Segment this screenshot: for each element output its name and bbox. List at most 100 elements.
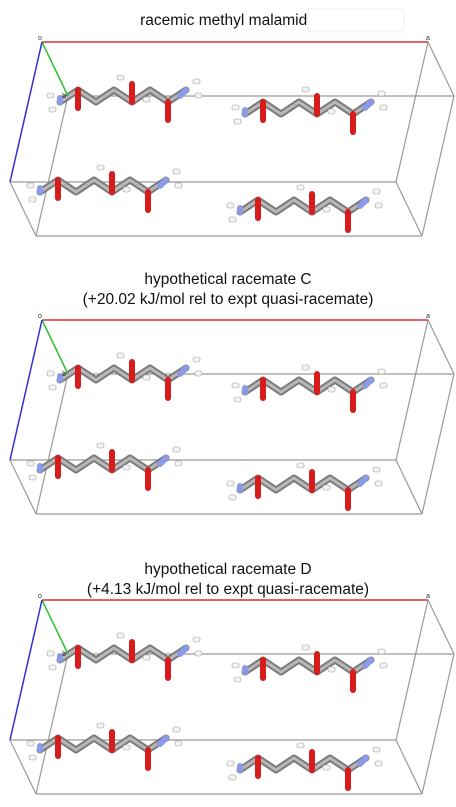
hydrogen	[97, 443, 104, 448]
hydrogen	[49, 665, 56, 670]
panel-title: hypothetical racemate D	[144, 561, 311, 578]
cell-edge	[36, 96, 68, 236]
panel-title: (+20.02 kJ/mol rel to expt quasi-racemat…	[83, 291, 374, 308]
axis-label: a	[426, 35, 430, 42]
hydrogen	[195, 93, 202, 98]
nitrogen-bond	[160, 180, 166, 186]
cell-edge	[428, 42, 454, 96]
cell-edge	[396, 740, 422, 794]
cell-edge	[396, 460, 422, 514]
hydrogen	[373, 189, 380, 194]
cell-edge	[396, 182, 422, 236]
hydrogen	[123, 465, 130, 470]
hydrogen	[47, 371, 54, 376]
hydrogen	[323, 765, 330, 770]
hydrogen	[229, 495, 236, 500]
hydrogen	[29, 197, 36, 202]
hydrogen	[173, 727, 180, 732]
hydrogen	[97, 723, 104, 728]
hydrogen	[375, 761, 382, 766]
hydrogen	[193, 79, 200, 84]
blank-box	[308, 9, 404, 31]
hydrogen	[227, 481, 234, 486]
hydrogen	[378, 649, 385, 654]
hydrogen	[234, 677, 241, 682]
hydrogen	[378, 91, 385, 96]
nitrogen-bond	[180, 648, 186, 654]
hydrogen	[373, 747, 380, 752]
hydrogen	[47, 93, 54, 98]
hydrogen	[123, 745, 130, 750]
b-axis	[42, 42, 68, 96]
hydrogen	[49, 107, 56, 112]
panel-title: racemic methyl malamide	[140, 12, 316, 29]
cell-edge	[396, 600, 428, 740]
nitrogen-bond	[365, 380, 371, 386]
hydrogen	[232, 663, 239, 668]
hydrogen	[27, 183, 34, 188]
hydrogen	[234, 397, 241, 402]
hydrogen	[227, 203, 234, 208]
axis-label: o	[38, 593, 42, 600]
hydrogen	[302, 87, 309, 92]
b-axis	[42, 600, 68, 654]
hydrogen	[297, 463, 304, 468]
hydrogen	[143, 655, 150, 660]
nitrogen-bond	[180, 90, 186, 96]
hydrogen	[323, 485, 330, 490]
hydrogen	[302, 645, 309, 650]
cell-edge	[10, 740, 36, 794]
hydrogen	[117, 75, 124, 80]
hydrogen	[297, 185, 304, 190]
cell-edge	[422, 96, 454, 236]
hydrogen	[27, 461, 34, 466]
hydrogen	[117, 633, 124, 638]
axis-label: b	[62, 651, 66, 658]
c-axis	[10, 320, 42, 460]
hydrogen	[302, 365, 309, 370]
hydrogen	[29, 755, 36, 760]
nitrogen-bond	[360, 758, 366, 764]
hydrogen	[173, 447, 180, 452]
axis-label: o	[38, 313, 42, 320]
hydrogen	[380, 105, 387, 110]
hydrogen	[375, 203, 382, 208]
axis-label: b	[62, 93, 66, 100]
panel-title: hypothetical racemate C	[144, 271, 311, 288]
hydrogen	[49, 385, 56, 390]
cell-edge	[422, 374, 454, 514]
axis-label: o	[38, 35, 42, 42]
hydrogen	[328, 109, 335, 114]
hydrogen	[380, 383, 387, 388]
nitrogen-bond	[160, 738, 166, 744]
hydrogen	[380, 663, 387, 668]
hydrogen	[234, 119, 241, 124]
axis-label: a	[426, 313, 430, 320]
cell-edge	[36, 374, 68, 514]
hydrogen	[123, 187, 130, 192]
hydrogen	[378, 369, 385, 374]
cell-edge	[10, 460, 36, 514]
hydrogen	[297, 743, 304, 748]
nitrogen-bond	[365, 660, 371, 666]
hydrogen	[375, 481, 382, 486]
hydrogen	[175, 183, 182, 188]
hydrogen	[328, 387, 335, 392]
hydrogen	[175, 461, 182, 466]
hydrogen	[323, 207, 330, 212]
cell-edge	[428, 600, 454, 654]
hydrogen	[143, 97, 150, 102]
hydrogen	[47, 651, 54, 656]
hydrogen	[27, 741, 34, 746]
panel: hypothetical racemate C (+20.02 kJ/mol re…	[10, 271, 454, 514]
hydrogen	[328, 667, 335, 672]
hydrogen	[195, 371, 202, 376]
b-axis	[42, 320, 68, 374]
hydrogen	[229, 775, 236, 780]
hydrogen	[117, 353, 124, 358]
nitrogen-bond	[180, 368, 186, 374]
hydrogen	[175, 741, 182, 746]
hydrogen	[29, 475, 36, 480]
hydrogen	[193, 637, 200, 642]
nitrogen-bond	[365, 102, 371, 108]
